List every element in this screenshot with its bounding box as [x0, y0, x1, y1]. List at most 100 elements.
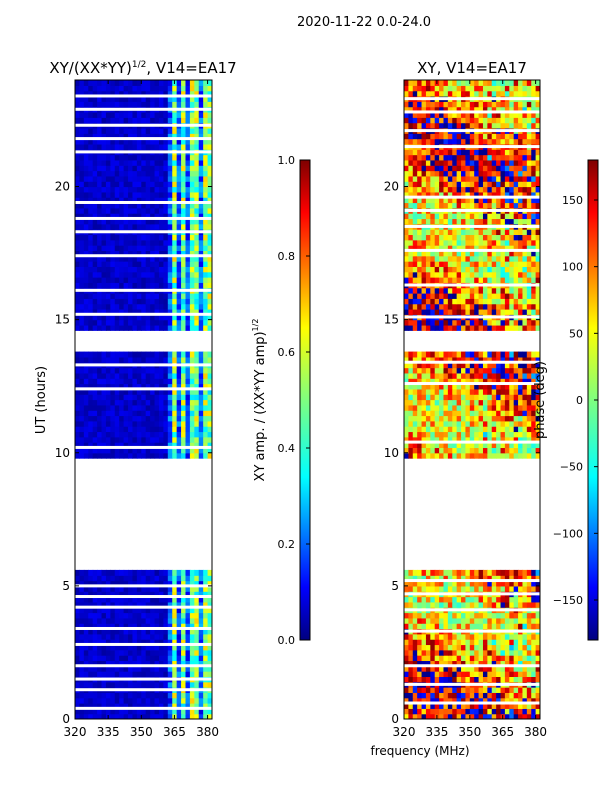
phase-heatmap-cell: [496, 649, 502, 656]
phase-heatmap-cell: [500, 596, 506, 603]
amplitude-heatmap-cell: [198, 165, 204, 172]
amplitude-heatmap-cell: [88, 410, 94, 417]
amplitude-heatmap-cell: [83, 644, 89, 651]
amplitude-heatmap-cell: [163, 165, 169, 172]
amplitude-heatmap-cell: [198, 293, 204, 299]
amplitude-heatmap-cell: [145, 569, 151, 576]
amplitude-heatmap-cell: [128, 585, 134, 592]
phase-heatmap-cell: [452, 266, 458, 273]
amplitude-heatmap-cell: [145, 298, 151, 305]
phase-heatmap-cell: [452, 644, 458, 651]
phase-heatmap-cell: [491, 362, 497, 369]
amplitude-heatmap-cell: [203, 665, 209, 672]
phase-heatmap-cell: [478, 431, 484, 438]
amplitude-colorbar-gradient: [299, 159, 311, 641]
amplitude-heatmap-cell: [97, 314, 103, 321]
phase-heatmap-cell: [404, 319, 409, 326]
phase-heatmap-cell: [465, 324, 471, 331]
phase-heatmap-cell: [421, 298, 427, 305]
phase-heatmap-cell: [469, 271, 475, 278]
amplitude-heatmap-cell: [123, 191, 129, 198]
amplitude-heatmap-cell: [141, 649, 147, 656]
amplitude-heatmap-cell: [207, 282, 212, 289]
amplitude-heatmap-cell: [203, 101, 209, 108]
amplitude-heatmap-cell: [158, 293, 164, 299]
amplitude-heatmap-cell: [172, 138, 178, 145]
phase-heatmap-cell: [509, 697, 515, 704]
phase-heatmap-cell: [535, 660, 540, 667]
amplitude-heatmap-cell: [114, 282, 120, 289]
amplitude-heatmap-cell: [198, 213, 204, 220]
amplitude-heatmap-cell: [110, 218, 116, 225]
amplitude-heatmap-cell: [92, 575, 98, 582]
amplitude-heatmap-cell: [141, 197, 147, 204]
amplitude-heatmap-cell: [207, 293, 212, 299]
amplitude-heatmap-cell: [141, 143, 147, 150]
phase-heatmap-cell: [496, 351, 502, 358]
amplitude-heatmap-cell: [167, 372, 173, 379]
amplitude-heatmap-cell: [128, 431, 134, 438]
amplitude-heatmap-cell: [150, 191, 156, 198]
phase-heatmap-cell: [491, 287, 497, 294]
amplitude-heatmap-cell: [114, 420, 120, 427]
amplitude-heatmap-cell: [110, 436, 116, 443]
phase-heatmap-cell: [425, 277, 431, 283]
amplitude-heatmap-cell: [97, 85, 103, 92]
phase-heatmap-cell: [509, 266, 515, 273]
amplitude-flag-line: [75, 584, 212, 588]
amplitude-heatmap-cell: [132, 181, 138, 188]
phase-heatmap-cell: [478, 639, 484, 646]
amplitude-heatmap-cell: [83, 671, 89, 677]
phase-heatmap-cell: [504, 697, 510, 704]
phase-heatmap-cell: [513, 266, 519, 273]
amplitude-heatmap-cell: [101, 186, 107, 193]
amplitude-heatmap-cell: [150, 245, 156, 251]
amplitude-heatmap-cell: [141, 612, 147, 619]
phase-heatmap-cell: [513, 447, 519, 454]
amplitude-heatmap-cell: [172, 580, 178, 587]
amplitude-heatmap-cell: [150, 410, 156, 417]
amplitude-heatmap-cell: [88, 596, 94, 603]
phase-heatmap-cell: [456, 266, 462, 273]
phase-heatmap-cell: [469, 649, 475, 656]
amplitude-heatmap-cell: [92, 596, 98, 603]
amplitude-heatmap-cell: [119, 250, 125, 257]
amplitude-heatmap-cell: [185, 372, 191, 379]
amplitude-heatmap-cell: [203, 713, 209, 719]
amplitude-heatmap-cell: [88, 95, 94, 102]
phase-heatmap-cell: [465, 362, 471, 369]
amplitude-heatmap-cell: [167, 223, 173, 230]
amplitude-heatmap-cell: [79, 308, 85, 315]
phase-heatmap-cell: [535, 708, 540, 715]
amplitude-heatmap-cell: [114, 404, 120, 411]
amplitude-heatmap-cell: [194, 612, 200, 619]
amplitude-heatmap-cell: [176, 426, 182, 433]
amplitude-heatmap-cell: [154, 713, 160, 719]
amplitude-heatmap-cell: [97, 90, 103, 97]
amplitude-heatmap-cell: [181, 697, 187, 704]
amplitude-heatmap-cell: [101, 410, 107, 417]
phase-heatmap-cell: [456, 378, 462, 385]
amplitude-heatmap-cell: [119, 372, 125, 379]
phase-heatmap-cell: [465, 708, 471, 715]
phase-heatmap-cell: [447, 649, 453, 656]
phase-heatmap-cell: [531, 660, 537, 667]
phase-heatmap-cell: [456, 372, 462, 379]
phase-heatmap-cell: [461, 442, 467, 449]
phase-heatmap-cell: [535, 447, 540, 454]
amplitude-heatmap-cell: [185, 319, 191, 326]
phase-heatmap-cell: [404, 436, 409, 443]
phase-heatmap-cell: [425, 585, 431, 592]
amplitude-heatmap-cell: [92, 282, 98, 289]
amplitude-heatmap-cell: [203, 367, 209, 374]
phase-heatmap-cell: [412, 351, 418, 358]
amplitude-heatmap-cell: [163, 399, 169, 406]
amplitude-heatmap-cell: [185, 681, 191, 688]
amplitude-heatmap-cell: [158, 596, 164, 603]
amplitude-heatmap-cell: [110, 569, 116, 576]
amplitude-heatmap-cell: [194, 628, 200, 635]
amplitude-heatmap-cell: [136, 633, 142, 640]
amplitude-heatmap-cell: [123, 623, 129, 630]
amplitude-heatmap-cell: [194, 261, 200, 267]
amplitude-heatmap-cell: [83, 191, 89, 198]
